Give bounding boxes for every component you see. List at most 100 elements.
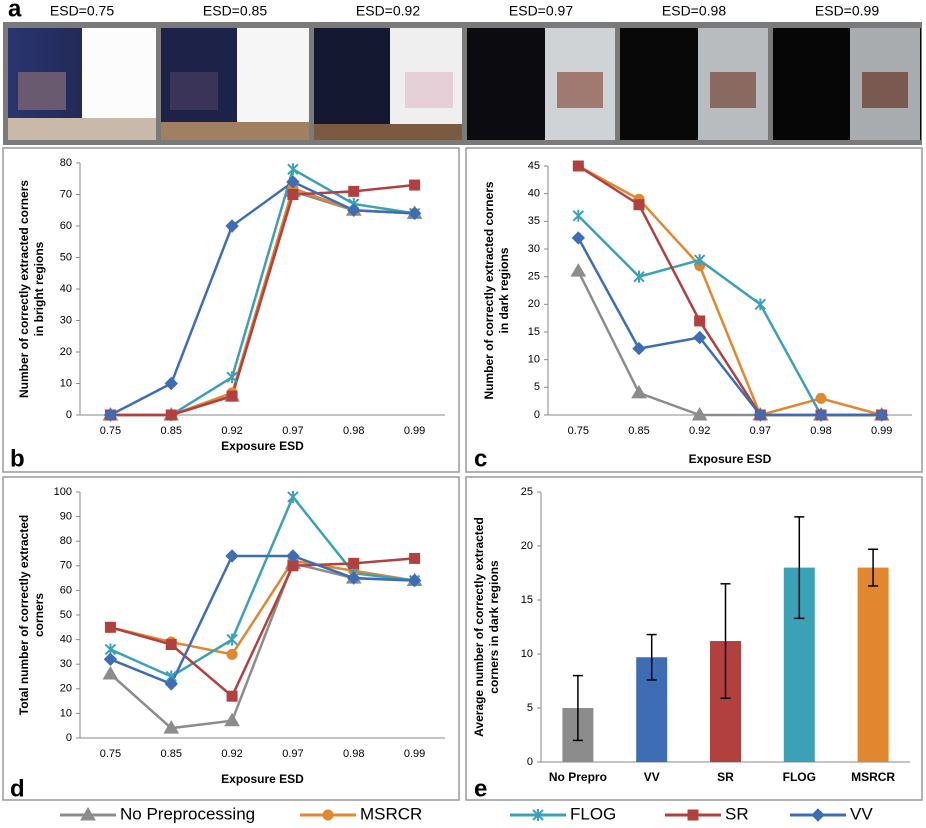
marker: [571, 264, 585, 276]
y-tick-label: 80: [60, 157, 72, 169]
x-tick-label: 0.75: [100, 748, 121, 760]
marker: [227, 634, 237, 646]
photo-label: ESD=0.97: [509, 3, 573, 19]
panel-label: d: [10, 775, 25, 802]
y-tick-label: 40: [60, 634, 72, 646]
legend-label: VV: [850, 804, 873, 823]
y-tick-label: 0: [527, 756, 533, 768]
marker: [572, 232, 584, 244]
y-tick-label: 30: [60, 314, 72, 326]
x-tick-label: 0.99: [871, 425, 892, 437]
photo-label: ESD=0.75: [50, 3, 114, 19]
marker: [410, 180, 420, 190]
y-tick-label: 10: [528, 354, 540, 366]
y-tick-label: 10: [521, 648, 533, 660]
x-tick-label: 0.92: [221, 425, 242, 437]
y-axis-title: Total number of correctly extracted: [17, 515, 31, 716]
marker: [227, 649, 237, 659]
marker: [105, 622, 115, 632]
x-tick-label: 0.75: [100, 425, 121, 437]
x-tick-label: SR: [717, 770, 734, 784]
marker: [349, 186, 359, 196]
y-tick-label: 20: [60, 683, 72, 695]
series-line: [110, 185, 414, 415]
y-tick-label: 30: [60, 658, 72, 670]
y-tick-label: 45: [528, 160, 540, 172]
panel-frame: [466, 477, 922, 800]
x-tick-label: No Prepro: [549, 770, 607, 784]
y-tick-label: 50: [60, 251, 72, 263]
y-tick-label: 0: [534, 409, 540, 421]
bar: [858, 568, 889, 762]
y-axis-title: Number of correctly extracted corners: [482, 181, 496, 399]
marker: [410, 553, 420, 563]
legend-label: SR: [725, 804, 749, 823]
marker: [103, 667, 117, 679]
marker: [225, 714, 239, 726]
x-tick-label: FLOG: [783, 770, 816, 784]
x-tick-label: VV: [644, 770, 660, 784]
photo-floor: [314, 124, 462, 140]
legend-label: No Preprocessing: [120, 804, 255, 823]
photo-chart: [405, 72, 453, 108]
legend-label: MSRCR: [360, 804, 422, 823]
x-tick-label: 0.97: [750, 425, 771, 437]
photo-label: ESD=0.99: [815, 3, 879, 19]
x-tick-label: 0.99: [404, 748, 425, 760]
y-tick-label: 5: [534, 381, 540, 393]
panel-label: c: [474, 445, 487, 472]
x-tick-label: 0.92: [221, 748, 242, 760]
x-tick-label: MSRCR: [851, 770, 895, 784]
marker: [165, 378, 177, 390]
marker: [816, 393, 826, 403]
y-tick-label: 0: [66, 409, 72, 421]
marker: [632, 386, 646, 398]
series-line: [110, 563, 414, 728]
x-tick-label: 0.98: [343, 748, 364, 760]
photo-chart: [170, 72, 218, 110]
series-line: [578, 216, 881, 415]
series-line: [110, 188, 414, 415]
y-tick-label: 40: [528, 188, 540, 200]
y-tick-label: 70: [60, 188, 72, 200]
photo-chart: [18, 72, 66, 110]
x-tick-label: 0.97: [282, 748, 303, 760]
y-axis-title: in bright regions: [32, 241, 46, 336]
y-tick-label: 100: [54, 486, 72, 498]
photo-label: ESD=0.85: [203, 3, 267, 19]
y-tick-label: 0: [66, 732, 72, 744]
marker: [688, 810, 698, 820]
marker: [227, 391, 237, 401]
y-tick-label: 25: [521, 486, 533, 498]
x-axis-title: Exposure ESD: [221, 439, 304, 453]
x-tick-label: 0.75: [568, 425, 589, 437]
y-tick-label: 35: [528, 215, 540, 227]
marker: [695, 316, 705, 326]
marker: [349, 558, 359, 568]
x-tick-label: 0.85: [628, 425, 649, 437]
y-tick-label: 60: [60, 584, 72, 596]
photo-floor: [161, 122, 309, 140]
y-tick-label: 20: [60, 346, 72, 358]
y-axis-title: Average number of correctly extracted: [472, 517, 486, 737]
marker: [573, 210, 583, 222]
x-axis-title: Exposure ESD: [221, 772, 304, 786]
marker: [812, 809, 824, 821]
photo-chart: [710, 72, 756, 108]
series-line: [110, 191, 414, 415]
panel-label: b: [10, 445, 25, 472]
x-tick-label: 0.98: [343, 425, 364, 437]
y-tick-label: 40: [60, 283, 72, 295]
x-tick-label: 0.98: [810, 425, 831, 437]
marker: [288, 163, 298, 175]
series-line: [110, 497, 414, 677]
x-axis-title: Exposure ESD: [689, 452, 772, 466]
y-tick-label: 10: [60, 707, 72, 719]
y-tick-label: 20: [528, 298, 540, 310]
photo-floor: [8, 118, 156, 140]
photo-label: ESD=0.98: [662, 3, 726, 19]
y-tick-label: 25: [528, 271, 540, 283]
y-tick-label: 15: [521, 594, 533, 606]
marker: [573, 161, 583, 171]
panel-label: a: [8, 0, 22, 22]
